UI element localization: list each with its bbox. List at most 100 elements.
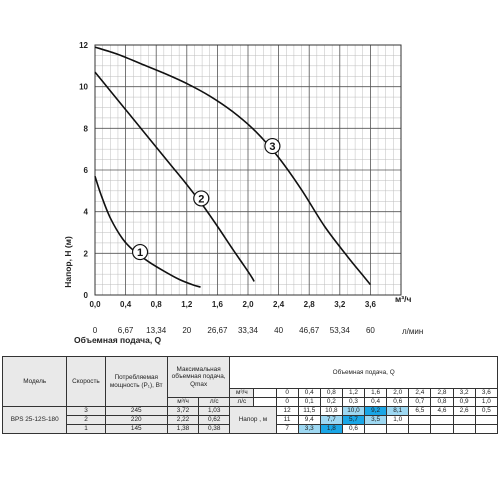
flow-m3h-value: 0	[275, 388, 299, 398]
y-tick-label: 4	[84, 208, 89, 217]
flow-m3h-value: 1,2	[341, 388, 366, 398]
header-power: Потребляемая мощность (P₁), Вт	[104, 356, 168, 407]
x-tick-label: 0,8	[151, 300, 163, 309]
x-tick-label: 2,4	[273, 300, 285, 309]
flow-ls-value: 0,4	[364, 397, 388, 407]
x2-tick-label: 26,67	[207, 326, 228, 335]
x-tick-label: 0,0	[89, 300, 101, 309]
x2-tick-labels: 0 6,67 13,34 20 26,67 33,34 40 46,67 53,34 60	[93, 326, 376, 335]
x2-tick-label: 40	[274, 326, 283, 335]
head-value	[474, 424, 499, 434]
head-spacer	[253, 388, 277, 398]
flow-ls-value: 0,3	[341, 397, 366, 407]
head-value: 11,5	[297, 406, 321, 416]
head-value	[408, 424, 432, 434]
x-tick-label: 1,6	[212, 300, 224, 309]
speed-value: 3	[66, 406, 106, 416]
y-tick-labels: 0 2 4 6 8 10 12	[79, 41, 88, 300]
head-value: 6,5	[408, 406, 432, 416]
pump-curve-speed-2	[94, 71, 255, 282]
x-tick-labels: 0,0 0,4 0,8 1,2 1,6 2,0 2,4 2,8 3,2 3,6	[89, 300, 376, 309]
x2-tick-label: 20	[182, 326, 191, 335]
head-value	[430, 415, 454, 425]
x-tick-label: 1,2	[181, 300, 193, 309]
flow-ls-value: 0,1	[297, 397, 321, 407]
head-value: 10,0	[341, 406, 366, 416]
flow-m3h-value: 2,0	[386, 388, 410, 398]
curve-label-circle	[264, 137, 281, 155]
flow-m3h-value: 0,8	[319, 388, 343, 398]
qmax-ls-value: 0,38	[198, 424, 231, 434]
pump-curve-speed-1	[94, 176, 201, 288]
x-tick-label: 2,0	[242, 300, 254, 309]
head-value	[386, 424, 410, 434]
head-value: 9,4	[297, 415, 321, 425]
x-tick-label: 3,6	[365, 300, 377, 309]
qmax-unit-m3h: м³/ч	[166, 397, 200, 407]
head-value: 9,2	[364, 406, 388, 416]
x-tick-label: 3,2	[334, 300, 346, 309]
table-row: BPS 25-12S-180 3 245 3,72 1,03 Напор , м 12 11,…	[1, 406, 499, 434]
model-name: BPS 25-12S-180	[1, 406, 68, 434]
header-qmax: Максимальная объемная подача, Qmax	[166, 356, 231, 398]
head-value: 11	[275, 415, 299, 425]
curve-label-number: 1	[137, 247, 143, 259]
head-value	[364, 424, 388, 434]
x2-tick-label: 0	[93, 326, 98, 335]
head-value: 7,7	[319, 415, 343, 425]
head-value	[430, 424, 454, 434]
flow-ls-value: 0	[275, 397, 299, 407]
flow-ls-value: 1,0	[474, 397, 499, 407]
head-value: 8,1	[386, 406, 410, 416]
performance-table: Модель Скорость Потребляемая мощность (P…	[1, 356, 499, 434]
qmax-m3h-value: 3,72	[166, 406, 200, 416]
head-value: 0,6	[341, 424, 366, 434]
flow-ls-value: 0,6	[386, 397, 410, 407]
curve-label-circle	[131, 243, 149, 261]
x-tick-label: 2,8	[304, 300, 316, 309]
qmax-unit-ls: л/с	[198, 397, 231, 407]
head-label: Напор , м	[229, 406, 277, 434]
speed-value: 2	[66, 415, 106, 425]
y-tick-label: 12	[79, 41, 88, 50]
head-value	[452, 415, 476, 425]
flow-ls-value: 0,9	[452, 397, 476, 407]
table-row: 1 145 1,38 0,38 7 3,3 1,8 0,6	[3, 424, 499, 434]
y-axis-label: Напор, H (м)	[63, 236, 73, 288]
head-value: 4,6	[430, 406, 454, 416]
head-value: 0,5	[474, 406, 499, 416]
head-value	[452, 424, 476, 434]
x2-tick-label: 6,67	[118, 326, 134, 335]
qmax-ls-value: 1,03	[198, 406, 231, 416]
plot-border	[94, 44, 402, 296]
power-value: 220	[104, 415, 168, 425]
header-speed: Скорость	[66, 356, 106, 407]
power-value: 245	[104, 406, 168, 416]
flow-ls-value: 0,2	[319, 397, 343, 407]
unit-m3h-label: м³/ч	[229, 388, 255, 398]
head-value: 2,6	[452, 406, 476, 416]
curve-label-number: 3	[269, 141, 275, 153]
head-value: 5,7	[341, 415, 366, 425]
x2-tick-label: 46,67	[299, 326, 320, 335]
head-value: 12	[275, 406, 299, 416]
chart-frame	[94, 44, 402, 296]
flow-m3h-value: 3,2	[452, 388, 476, 398]
head-value	[474, 415, 499, 425]
y-tick-label: 6	[84, 166, 89, 175]
curve-labels: 1 2 3	[131, 137, 281, 261]
head-spacer-2	[253, 397, 277, 407]
y-tick-label: 10	[79, 83, 88, 92]
x2-tick-label: 60	[366, 326, 375, 335]
y-tick-label: 2	[84, 249, 89, 258]
flow-m3h-value: 3,6	[474, 388, 499, 398]
head-value	[408, 415, 432, 425]
flow-m3h-value: 2,8	[430, 388, 454, 398]
x-tick-label: 0,4	[120, 300, 132, 309]
x2-tick-label: 13,34	[146, 326, 167, 335]
y-tick-label: 0	[84, 291, 89, 300]
head-value: 3,5	[364, 415, 388, 425]
flow-ls-value: 0,7	[408, 397, 432, 407]
header-model: Модель	[1, 356, 68, 407]
